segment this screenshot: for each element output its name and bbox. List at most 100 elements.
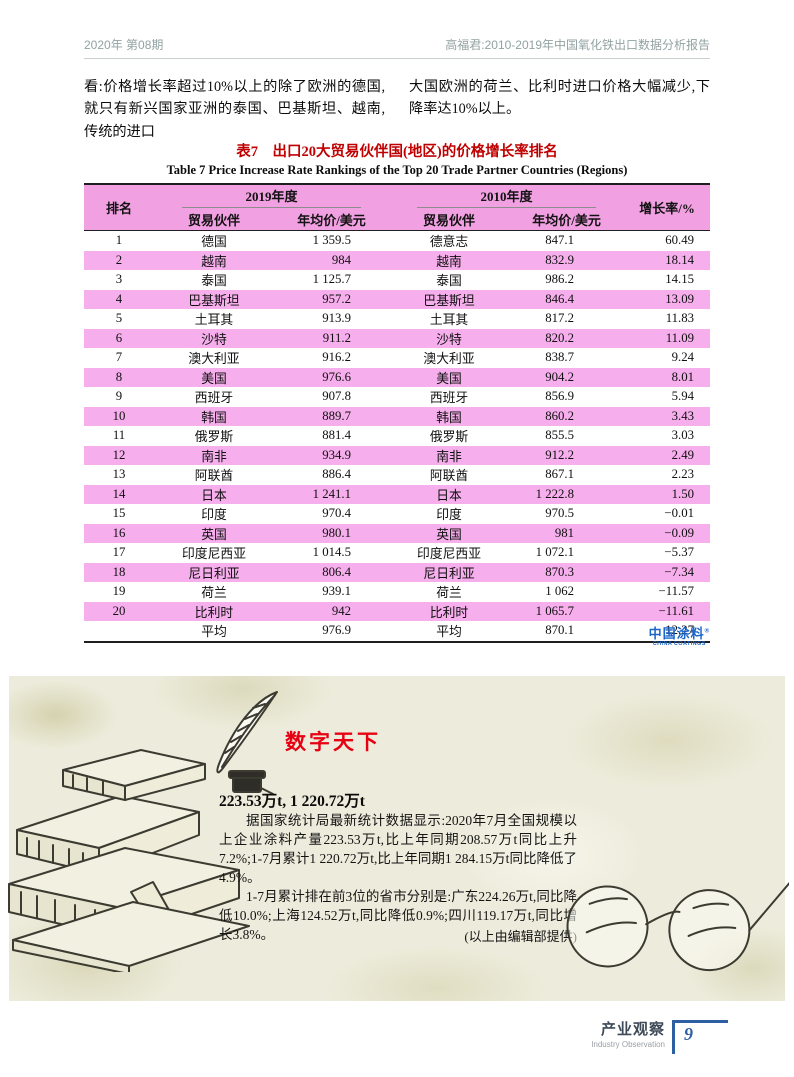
cell-price-2019: 886.4 <box>322 467 352 482</box>
intro-paragraph: 看:价格增长率超过10%以上的除了欧洲的德国,就只有新兴国家亚洲的泰国、巴基斯坦… <box>84 76 710 143</box>
table-title-en: Table 7 Price Increase Rate Rankings of … <box>166 163 628 177</box>
digest-panel: 数字天下 223.53万t, 1 220.72万t 据国家统计局最新统计数据显示… <box>8 676 789 1001</box>
cell-growth: 18.14 <box>624 250 711 270</box>
cell-partner-2010: 尼日利亚 <box>389 562 510 582</box>
cell-price-2019: 889.7 <box>274 406 390 426</box>
books-illustration <box>8 749 250 972</box>
col-group-2019: 2019年度 <box>154 184 390 209</box>
cell-growth: −11.57 <box>658 584 695 599</box>
cell-rank: 2 <box>84 250 154 270</box>
table-body: 1 德国 1 359.5 德意志 847.1 60.49 2 越南 984 越南 832.9 18.1… <box>84 231 711 642</box>
cell-price-2010: 856.9 <box>545 389 575 404</box>
registered-mark-icon: ® <box>704 628 710 635</box>
group-2019-label: 2019年度 <box>245 189 298 204</box>
table-header: 排名 2019年度 2010年度 增长率/% 贸易伙伴 年均价/美元 贸易伙伴 <box>84 184 711 231</box>
cell-growth: 9.24 <box>671 350 695 365</box>
cell-partner-2019: 韩国 <box>154 406 274 426</box>
col-price-2019: 年均价/美元 <box>274 209 390 231</box>
table-row: 2 越南 984 越南 832.9 18.14 <box>84 250 711 270</box>
table-row: 17 印度尼西亚 1 014.5 印度尼西亚 1 072.1 −5.37 <box>84 543 710 563</box>
cell-rank: 14 <box>84 484 154 504</box>
cell-rank: 1 <box>115 233 123 248</box>
table-row: 18 尼日利亚 806.4 尼日利亚 870.3 −7.34 <box>84 562 711 582</box>
logo-en-label: CHINA COATINGS <box>652 641 706 647</box>
cell-partner-2010: 日本 <box>389 484 510 504</box>
cell-rank: 19 <box>112 584 126 599</box>
running-head: 2020年 第08期 高福君:2010-2019年中国氧化铁出口数据分析报告 <box>84 36 710 59</box>
cell-partner-2019: 土耳其 <box>194 313 234 328</box>
cell-growth: 14.15 <box>665 272 695 287</box>
cell-price-2010: 912.2 <box>509 445 625 465</box>
cell-growth: −7.34 <box>624 562 711 582</box>
intro-column-right: 大国欧洲的荷兰、比利时进口价格大幅减少,下降率达10%以上。 <box>409 79 710 118</box>
cell-partner-2019: 德国 <box>201 235 227 250</box>
cell-price-2019: 984 <box>274 250 390 270</box>
cell-growth: 1.50 <box>624 484 711 504</box>
cell-partner-2019: 英国 <box>154 523 274 543</box>
cell-growth: 8.01 <box>624 367 711 387</box>
cell-price-2019: 1 241.1 <box>274 484 390 504</box>
cell-partner-2019: 日本 <box>154 484 274 504</box>
cell-growth: 11.09 <box>624 328 711 348</box>
digest-paragraph-1: 据国家统计局最新统计数据显示:2020年7月全国规模以上企业涂料产量223.53… <box>219 813 577 885</box>
cell-partner-2019: 平均 <box>201 625 227 640</box>
cell-rank: 20 <box>84 601 154 621</box>
cell-rank <box>84 621 154 642</box>
cell-growth: 3.43 <box>624 406 711 426</box>
col-price-2010: 年均价/美元 <box>509 209 625 231</box>
cell-growth: 3.03 <box>671 428 695 443</box>
cell-price-2010: 904.2 <box>509 367 625 387</box>
digest-body: 据国家统计局最新统计数据显示:2020年7月全国规模以上企业涂料产量223.53… <box>219 811 577 944</box>
cell-partner-2010: 英国 <box>389 523 510 543</box>
cell-partner-2019: 泰国 <box>201 274 227 289</box>
table-row: 12 南非 934.9 南非 912.2 2.49 <box>84 445 711 465</box>
cell-partner-2019: 印度 <box>201 508 227 523</box>
cell-price-2019: 916.2 <box>322 350 352 365</box>
cell-price-2010: 817.2 <box>545 311 575 326</box>
table-row: 6 沙特 911.2 沙特 820.2 11.09 <box>84 328 711 348</box>
cell-price-2010: 870.1 <box>545 623 575 638</box>
table-title-zh: 表7 出口20大贸易伙伴国(地区)的价格增长率排名 <box>236 144 558 160</box>
page-number: 9 <box>672 1020 728 1054</box>
cell-partner-2010: 平均 <box>436 625 462 640</box>
col-rank: 排名 <box>84 184 154 231</box>
cell-partner-2010: 印度 <box>436 508 462 523</box>
cell-price-2019: 939.1 <box>322 584 352 599</box>
cell-growth: −11.61 <box>624 601 711 621</box>
cell-partner-2010: 印度尼西亚 <box>417 547 481 562</box>
digest-credit: (以上由编辑部提供) <box>464 929 577 944</box>
cell-growth: 5.94 <box>671 389 695 404</box>
cell-growth: −5.37 <box>664 545 695 560</box>
cell-growth: 11.83 <box>665 311 695 326</box>
cell-partner-2019: 西班牙 <box>194 391 234 406</box>
cell-price-2010: 832.9 <box>509 250 625 270</box>
col-growth: 增长率/% <box>624 184 711 231</box>
group-underline <box>182 207 361 208</box>
cell-price-2010: 1 065.7 <box>509 601 625 621</box>
table-row: 8 美国 976.6 美国 904.2 8.01 <box>84 367 711 387</box>
cell-price-2019: 1 359.5 <box>312 233 352 248</box>
cell-price-2010: 981 <box>509 523 625 543</box>
table7-block: 表7 出口20大贸易伙伴国(地区)的价格增长率排名 Table 7 Price … <box>84 140 711 643</box>
footer-section-en: Industry Observation <box>591 1039 665 1049</box>
cell-price-2019: 934.9 <box>274 445 390 465</box>
cell-partner-2019: 巴基斯坦 <box>154 289 274 309</box>
col-group-2010: 2010年度 <box>389 184 625 209</box>
cell-rank: 13 <box>112 467 126 482</box>
cell-growth: 2.49 <box>624 445 711 465</box>
cell-rank: 6 <box>84 328 154 348</box>
table-row: 14 日本 1 241.1 日本 1 222.8 1.50 <box>84 484 711 504</box>
cell-partner-2010: 澳大利亚 <box>423 352 475 367</box>
group-underline <box>417 207 596 208</box>
col-partner-2010: 贸易伙伴 <box>389 209 510 231</box>
cell-partner-2010: 美国 <box>389 367 510 387</box>
cell-price-2010: 970.5 <box>545 506 575 521</box>
cell-growth: 13.09 <box>624 289 711 309</box>
cell-price-2010: 820.2 <box>509 328 625 348</box>
intro-column-left: 看:价格增长率超过10%以上的除了欧洲的德国,就只有新兴国家亚洲的泰国、巴基斯坦… <box>84 79 385 140</box>
issue-label: 2020年 第08期 <box>84 38 164 52</box>
cell-partner-2019: 南非 <box>154 445 274 465</box>
table-row: 1 德国 1 359.5 德意志 847.1 60.49 <box>84 231 710 251</box>
cell-price-2010: 1 072.1 <box>535 545 575 560</box>
price-increase-table: 排名 2019年度 2010年度 增长率/% 贸易伙伴 年均价/美元 贸易伙伴 <box>84 183 711 643</box>
